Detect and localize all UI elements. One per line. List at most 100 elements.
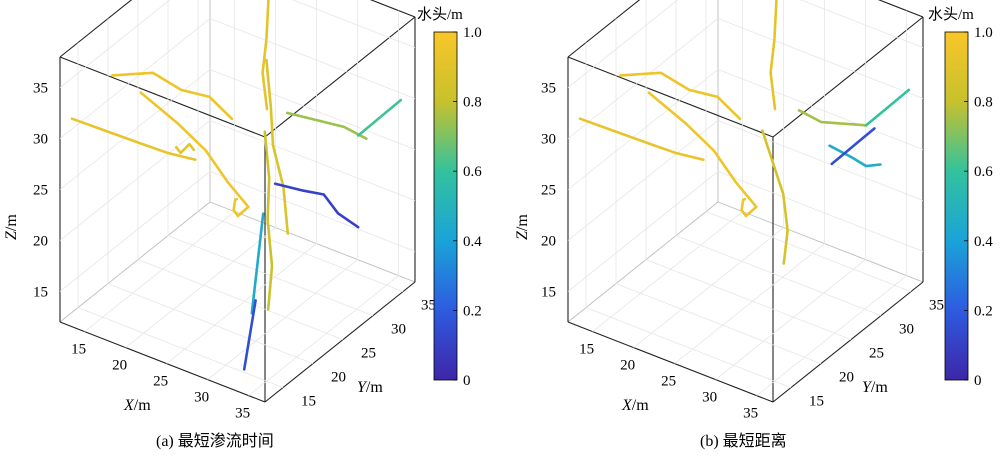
x-tick-label: 30 [194,390,209,406]
grid-line [77,307,284,388]
colorbar-tick-label: 0 [974,373,982,389]
y-tick-label: 30 [899,322,914,338]
grid-line [107,283,314,364]
grid-line [717,69,924,150]
network-path [265,58,290,235]
network-path [111,71,234,121]
grid-line [567,18,719,139]
grid-line [59,0,171,88]
box-edge [59,0,133,58]
network-path [242,299,257,371]
x-tick-label: 35 [743,406,758,422]
z-tick-label: 25 [541,183,556,199]
box-edge [877,0,924,18]
x-tick-label: 15 [71,342,86,358]
box-edge [772,16,924,138]
grid-line [59,171,211,292]
panel-b-caption: (b) 最短距离 [700,432,787,450]
panel-a-y-label: Y/m [357,379,383,396]
y-tick-label: 15 [301,394,316,410]
colorbar-tick-label: 0 [463,373,471,389]
y-tick-label: 25 [869,346,884,362]
panel-b-y-ticks: 15 20 25 30 35 [809,298,944,410]
grid-line [207,259,358,380]
z-tick-label: 15 [33,284,48,300]
grid-line [567,69,719,190]
box-edge [264,16,416,138]
grid-line [615,283,822,364]
box-edge [772,281,924,403]
grid-line [209,120,416,201]
colorbar-tick-label: 0.6 [463,164,482,180]
panel-a-z-ticks: 15 20 25 30 35 [33,81,48,301]
grid-line [59,18,211,139]
network-path [830,127,876,166]
network-path [864,88,911,127]
panel-b-z-ticks: 15 20 25 30 35 [541,81,556,301]
box-edge [209,201,416,283]
panel-b-y-label: Y/m [862,379,888,396]
grid-line [675,235,882,316]
z-tick-label: 20 [541,233,556,249]
y-tick-label: 20 [839,370,854,386]
panel-a-colorbar-ticks: 0 0.2 0.4 0.6 0.8 1.0 [453,25,482,389]
network-path [250,212,265,315]
panel-a-x-ticks: 15 20 25 30 35 [71,342,250,422]
grid-line [715,259,866,380]
box-edge [567,56,774,138]
colorbar-tick-label: 1.0 [974,25,993,41]
x-tick-label: 15 [579,342,594,358]
x-tick-label: 35 [235,406,250,422]
z-tick-label: 35 [541,81,556,97]
grid-line [59,69,211,190]
x-tick-label: 25 [153,374,168,390]
box-edge [59,201,211,323]
x-tick-label: 20 [620,358,635,374]
grid-line [567,171,719,292]
panel-a-colorbar [433,31,458,381]
colorbar-tick-label: 0.4 [974,234,993,250]
z-tick-label: 20 [33,233,48,249]
panel-a-x-label: X/m [123,397,151,414]
box-edge [567,0,641,58]
box-edge [59,56,266,138]
box-edge [59,321,266,403]
network-path [139,91,250,218]
network-path [263,130,274,311]
network-path [356,98,403,137]
y-tick-label: 35 [929,298,944,314]
x-tick-label: 20 [112,358,127,374]
panel-b-z-label: Z/m [514,214,531,240]
panel-b-colorbar-title: 水头/m [928,6,974,23]
grid-line [59,120,211,241]
z-tick-label: 35 [33,81,48,97]
grid-line [645,259,852,340]
panel-b-network [578,0,911,265]
colorbar-tick-label: 0.8 [974,95,993,111]
grid-line [209,18,416,99]
grid-line [291,0,416,48]
grid-line [209,171,416,252]
panel-b-grid [567,0,924,396]
grid-line [717,171,924,252]
panel-a-colorbar-title: 水头/m [417,6,463,23]
panel-b-colorbar-ticks: 0 0.2 0.4 0.6 0.8 1.0 [964,25,993,389]
grid-line [567,0,679,88]
panel-b: 15 20 25 30 35 15 20 25 30 35 15 20 25 30 35 X/m Y/m… [514,0,993,450]
network-path [797,109,868,127]
grid-line [633,227,784,348]
y-tick-label: 35 [421,298,436,314]
colorbar-tick-label: 0.8 [463,95,482,111]
box-edge [567,201,719,323]
network-path [273,182,360,229]
panel-a-caption: (a) 最短渗流时间 [156,432,274,450]
box-edge [717,201,924,283]
network-path [619,71,742,121]
colorbar-tick-label: 0.2 [463,303,482,319]
z-tick-label: 25 [33,183,48,199]
y-tick-label: 30 [391,322,406,338]
grid-line [209,69,416,150]
panel-a: 15 20 25 30 35 15 20 25 30 35 15 20 25 30 35 X/m Y/m… [3,0,482,450]
network-path [647,91,758,218]
panel-a-box [59,0,416,403]
